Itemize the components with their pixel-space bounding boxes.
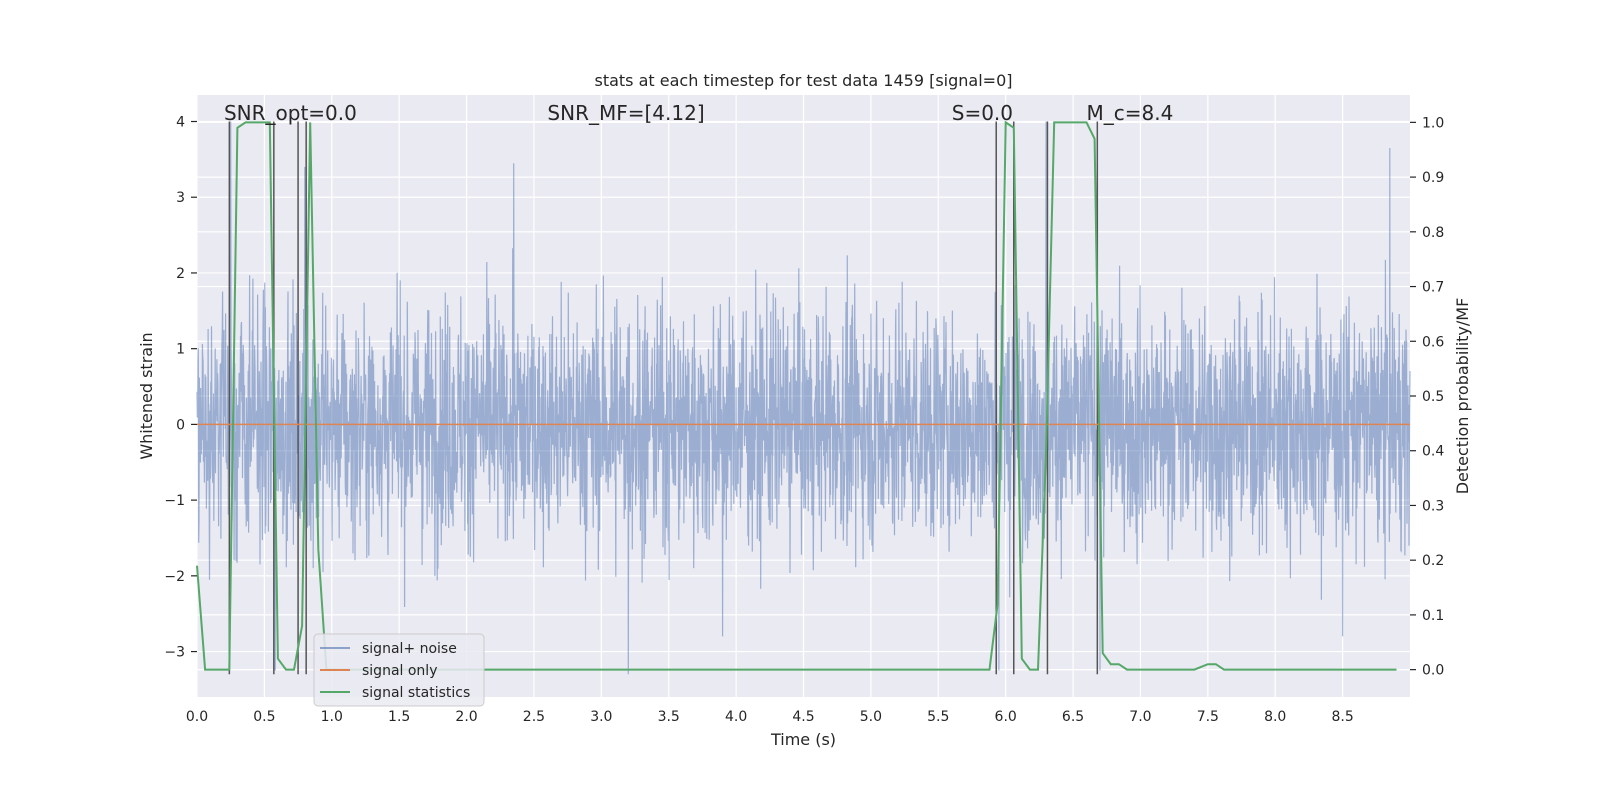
y-tick-label: 3	[176, 190, 185, 206]
y-tick-label: −2	[164, 569, 185, 585]
y-tick-label: −3	[164, 645, 185, 661]
y-right-tick-label: 0.8	[1422, 225, 1444, 241]
y-right-tick-label: 0.4	[1422, 444, 1444, 460]
legend-box	[313, 633, 485, 707]
y-right-tick-label: 0.7	[1422, 280, 1444, 296]
y-right-tick-label: 0.1	[1422, 608, 1444, 624]
x-tick-label: 3.0	[590, 709, 612, 725]
x-tick-label: 8.5	[1331, 709, 1353, 725]
series-signal-noise	[196, 121, 1411, 675]
y-tick-label: −1	[164, 493, 185, 509]
x-tick-label: 6.0	[995, 709, 1017, 725]
y-axis-label-right: Detection probability/MF	[1453, 298, 1472, 495]
x-tick-label: 2.0	[455, 709, 477, 725]
legend-label: signal+ noise	[362, 641, 457, 657]
x-axis-label: Time (s)	[770, 730, 836, 749]
mc-annotation: M_c=8.4	[1087, 101, 1174, 125]
legend-label: signal only	[362, 663, 437, 679]
y-right-tick-label: 0.6	[1422, 334, 1444, 350]
s-annotation: S=0.0	[952, 101, 1013, 125]
chart-title: stats at each timestep for test data 145…	[594, 71, 1012, 90]
signal-statistics-line	[196, 120, 1397, 671]
legend-label: signal statistics	[362, 685, 470, 701]
x-tick-label: 7.5	[1197, 709, 1219, 725]
signal-noise-line	[196, 121, 1411, 675]
y-right-tick-label: 1.0	[1422, 115, 1444, 131]
axes: 0.0 0.5 1.0 1.5 2.0 2.5 3.0 3.5 4.0 4.5 5.0 5.5 6.0 6…	[164, 115, 1444, 725]
x-tick-label: 5.5	[927, 709, 949, 725]
y-right-tick-label: 0.5	[1422, 389, 1444, 405]
y-tick-label: 1	[176, 342, 185, 358]
x-tick-label: 0.0	[186, 709, 208, 725]
x-tick-label: 2.5	[523, 709, 545, 725]
x-tick-label: 3.5	[658, 709, 680, 725]
annotations: SNR_opt=0.0 SNR_MF=[4.12] S=0.0 M_c=8.4	[224, 101, 1173, 125]
y-right-tick-label: 0.0	[1422, 663, 1444, 679]
x-tick-label: 8.0	[1264, 709, 1286, 725]
line-series	[196, 120, 1410, 671]
x-tick-label: 4.5	[792, 709, 814, 725]
y-tick-label: 0	[176, 417, 185, 433]
y-right-tick-label: 0.9	[1422, 170, 1444, 186]
x-tick-label: 6.5	[1062, 709, 1084, 725]
y-right-tick-label: 0.3	[1422, 498, 1444, 514]
x-tick-label: 1.0	[321, 709, 343, 725]
y-right-tick-label: 0.2	[1422, 553, 1444, 569]
snr-opt-annotation: SNR_opt=0.0	[224, 101, 357, 125]
x-tick-label: 5.0	[860, 709, 882, 725]
y-axis-label: Whitened strain	[137, 332, 156, 459]
x-tick-label: 4.0	[725, 709, 747, 725]
x-tick-label: 7.0	[1129, 709, 1151, 725]
x-tick-label: 1.5	[388, 709, 410, 725]
y-tick-label: 2	[176, 266, 185, 282]
x-tick-label: 0.5	[253, 709, 275, 725]
y-tick-label: 4	[176, 115, 185, 131]
snr-mf-annotation: SNR_MF=[4.12]	[547, 101, 704, 125]
legend: signal+ noise signal only signal statistic…	[313, 633, 485, 707]
